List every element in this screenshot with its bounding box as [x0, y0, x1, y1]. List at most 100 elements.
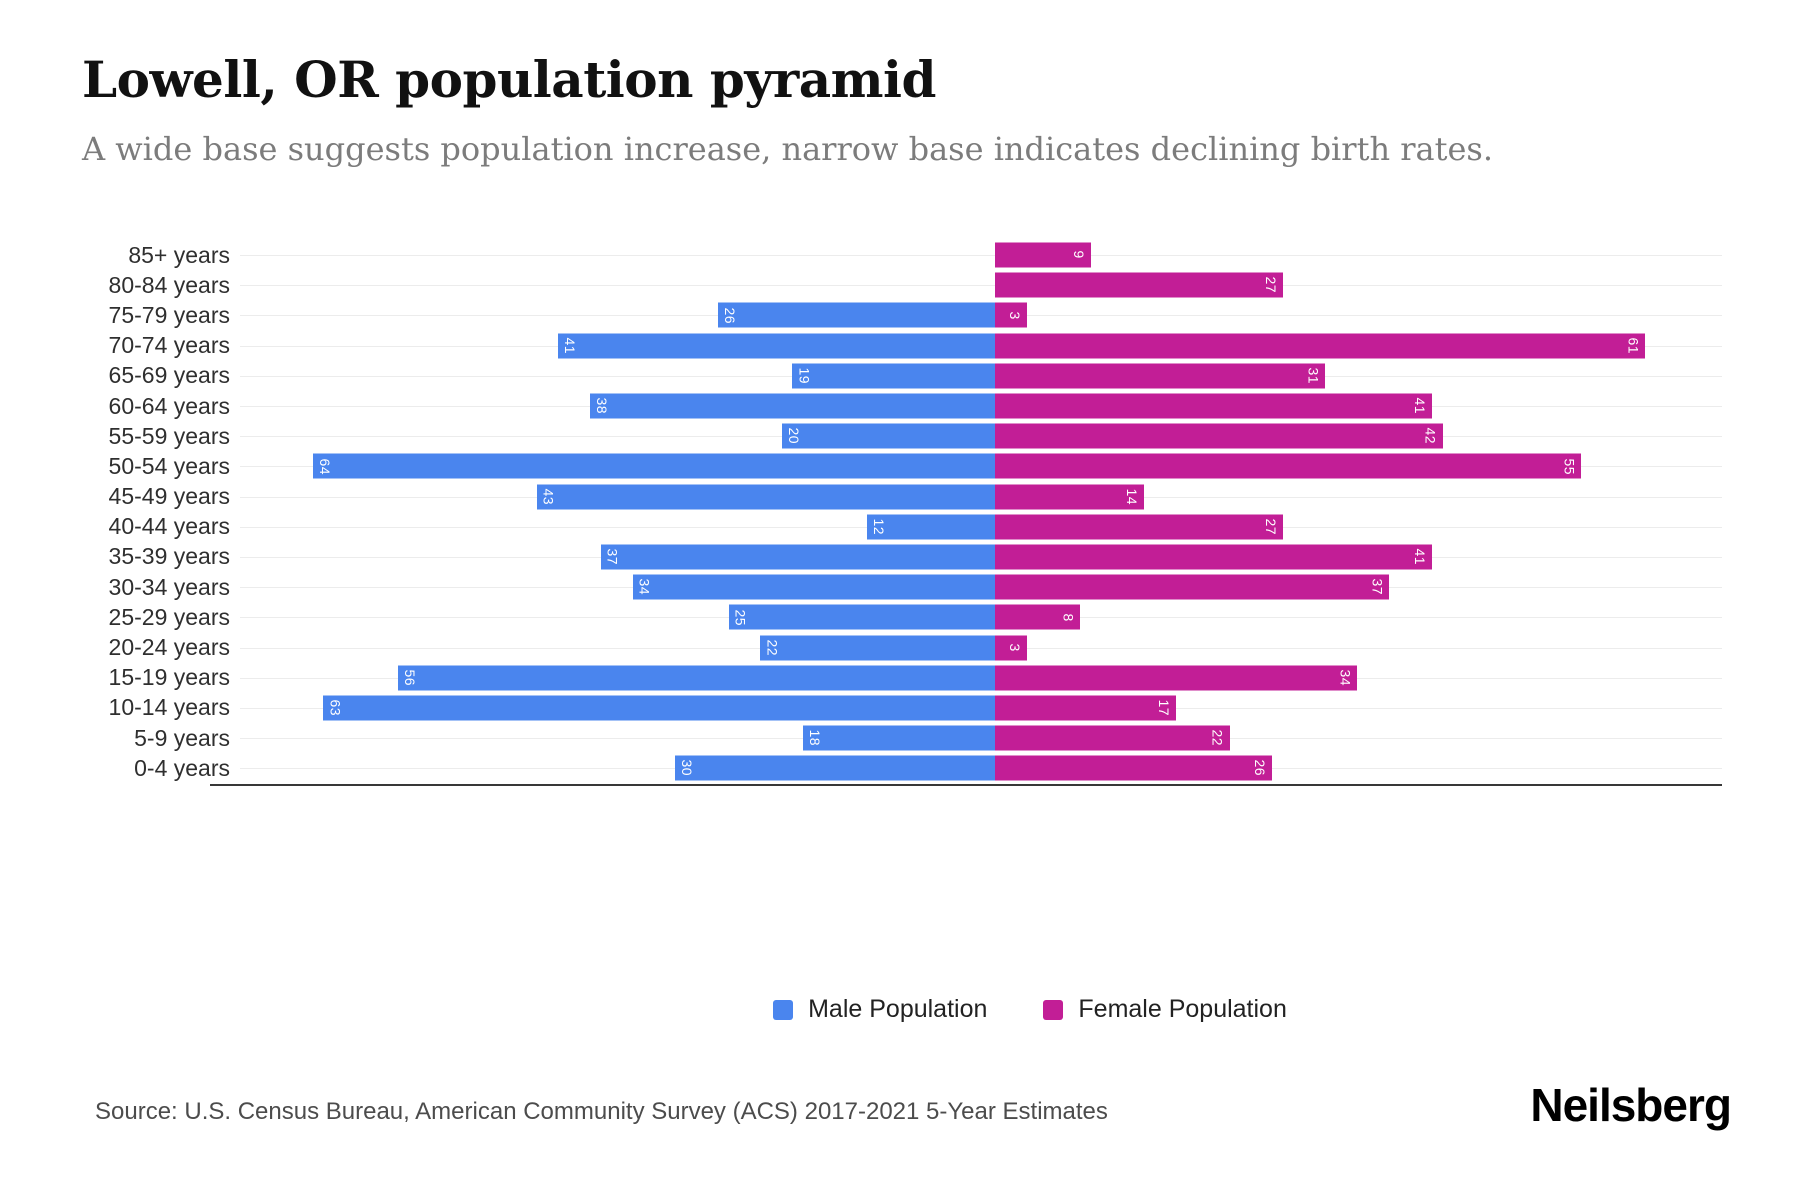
bar-value-label: 43 [540, 488, 557, 505]
female-bar: 55 [995, 453, 1582, 479]
row-track: 56 34 [240, 663, 1722, 693]
male-legend-swatch [773, 999, 794, 1020]
bar-value-label: 19 [796, 367, 813, 385]
male-bar: 19 [792, 363, 995, 389]
pyramid-row: 45-49 years 43 14 [78, 482, 1722, 512]
bar-value-label: 3 [1006, 643, 1023, 652]
pyramid-row: 75-79 years 26 3 [78, 300, 1722, 330]
y-axis-label: 45-49 years [108, 483, 230, 510]
male-bar: 20 [781, 423, 995, 449]
female-legend-label: Female Population [1078, 995, 1287, 1023]
y-axis-label: 70-74 years [108, 332, 230, 359]
bar-value-label: 27 [1262, 518, 1279, 536]
legend-item-female[interactable]: Female Population [1043, 995, 1287, 1024]
pyramid-row: 30-34 years 34 37 [78, 572, 1722, 602]
row-track: 27 [240, 270, 1722, 300]
female-bar: 41 [995, 544, 1433, 570]
bar-value-label: 14 [1124, 488, 1141, 505]
legend-item-male[interactable]: Male Population [773, 995, 987, 1024]
y-axis-label: 20-24 years [108, 634, 230, 661]
row-track: 26 3 [240, 300, 1722, 330]
gridline [240, 255, 1722, 257]
bar-value-label: 37 [604, 548, 621, 566]
y-axis-label: 80-84 years [108, 271, 230, 298]
female-bar: 27 [995, 272, 1283, 298]
bar-value-label: 41 [1412, 548, 1429, 566]
row-track: 37 41 [240, 542, 1722, 572]
row-track: 34 37 [240, 572, 1722, 602]
neilsberg-logo: Neilsberg [1530, 1079, 1732, 1131]
female-bar: 17 [995, 695, 1177, 721]
bar-value-label: 55 [1561, 458, 1578, 475]
male-legend-label: Male Population [808, 995, 988, 1023]
bar-value-label: 26 [721, 307, 738, 324]
bar-value-label: 34 [636, 578, 653, 596]
row-track: 22 3 [240, 632, 1722, 662]
female-bar: 37 [995, 574, 1390, 600]
pyramid-row: 70-74 years 41 61 [78, 331, 1722, 361]
male-bar: 22 [760, 635, 995, 661]
row-track: 19 31 [240, 361, 1722, 391]
row-track: 43 14 [240, 482, 1722, 512]
male-bar: 37 [600, 544, 995, 570]
row-track: 63 17 [240, 693, 1722, 723]
bar-value-label: 31 [1305, 367, 1322, 385]
female-bar: 3 [995, 635, 1027, 661]
bar-value-label: 38 [593, 397, 610, 415]
pyramid-row: 60-64 years 38 41 [78, 391, 1722, 421]
row-track: 25 8 [240, 602, 1722, 632]
pyramid-row: 5-9 years 18 22 [78, 723, 1722, 753]
bar-value-label: 20 [785, 427, 802, 445]
bar-value-label: 41 [1412, 397, 1429, 415]
y-axis-label: 65-69 years [108, 362, 230, 389]
female-bar: 31 [995, 363, 1326, 389]
bar-value-label: 30 [679, 759, 696, 777]
y-axis-label: 0-4 years [134, 754, 230, 781]
population-pyramid-chart: 85+ years 9 80-84 years 27 75-79 years 26 3 70-… [78, 240, 1722, 786]
female-legend-swatch [1043, 999, 1064, 1020]
y-axis-label: 35-39 years [108, 543, 230, 570]
pyramid-row: 55-59 years 20 42 [78, 421, 1722, 451]
male-bar: 63 [323, 695, 995, 721]
bar-value-label: 27 [1262, 276, 1279, 294]
y-axis-label: 30-34 years [108, 573, 230, 600]
female-bar: 22 [995, 725, 1230, 751]
y-axis-label: 15-19 years [108, 664, 230, 691]
male-bar: 56 [398, 665, 995, 691]
bar-value-label: 3 [1006, 311, 1023, 320]
row-track: 18 22 [240, 723, 1722, 753]
bar-value-label: 12 [871, 518, 888, 536]
y-axis-label: 40-44 years [108, 513, 230, 540]
male-bar: 25 [728, 604, 995, 630]
male-bar: 34 [632, 574, 995, 600]
chart-subtitle: A wide base suggests population increase… [82, 130, 1493, 168]
female-bar: 9 [995, 242, 1091, 268]
male-bar: 64 [312, 453, 995, 479]
bar-value-label: 34 [1337, 669, 1354, 686]
row-track: 12 27 [240, 512, 1722, 542]
female-bar: 8 [995, 604, 1081, 630]
row-track: 30 26 [240, 753, 1722, 783]
pyramid-row: 40-44 years 12 27 [78, 512, 1722, 542]
bar-value-label: 26 [1252, 759, 1269, 777]
bar-value-label: 41 [561, 337, 578, 354]
pyramid-row: 10-14 years 63 17 [78, 693, 1722, 723]
y-axis-label: 75-79 years [108, 301, 230, 328]
pyramid-row: 25-29 years 25 8 [78, 602, 1722, 632]
female-bar: 3 [995, 302, 1027, 328]
female-bar: 61 [995, 333, 1646, 359]
bar-value-label: 56 [402, 669, 419, 686]
male-bar: 30 [675, 755, 995, 781]
male-bar: 41 [557, 333, 995, 359]
chart-legend: Male Population Female Population [260, 995, 1800, 1024]
row-track: 64 55 [240, 451, 1722, 481]
bar-value-label: 8 [1060, 613, 1077, 622]
row-track: 41 61 [240, 331, 1722, 361]
source-attribution: Source: U.S. Census Bureau, American Com… [95, 1098, 1108, 1125]
bar-value-label: 22 [764, 639, 781, 656]
x-axis-line [210, 784, 1722, 786]
bar-value-label: 61 [1625, 337, 1642, 354]
pyramid-row: 80-84 years 27 [78, 270, 1722, 300]
row-track: 38 41 [240, 391, 1722, 421]
